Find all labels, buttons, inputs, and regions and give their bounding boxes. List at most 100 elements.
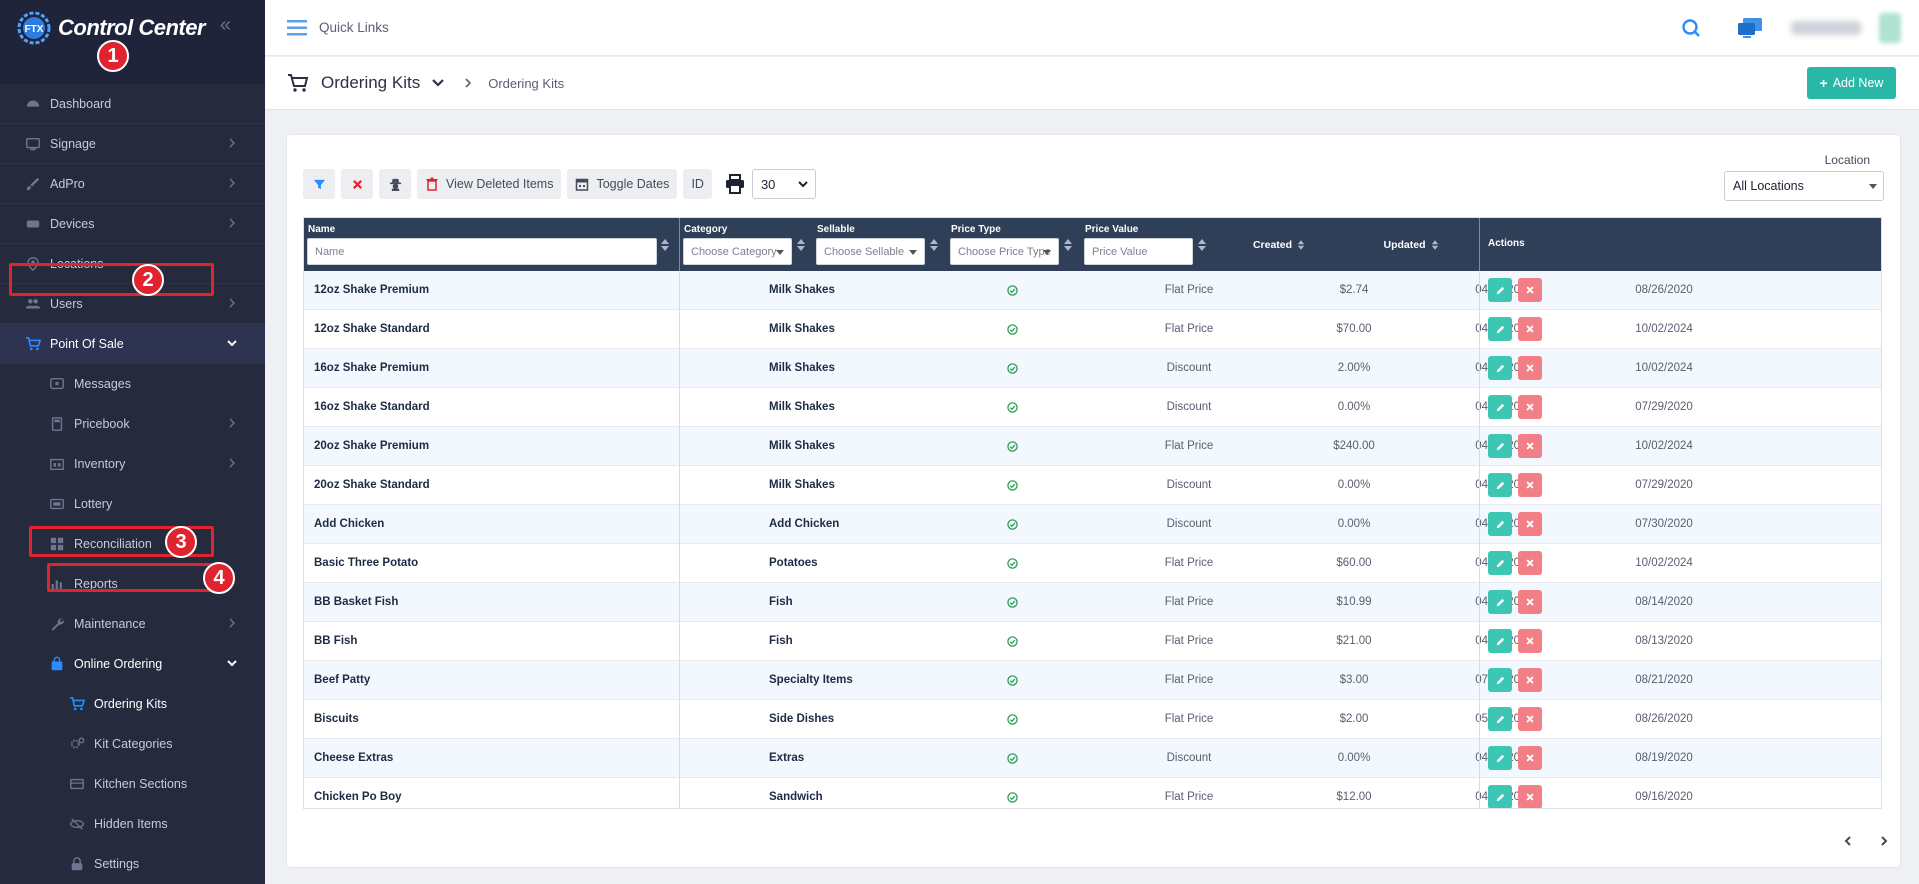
delete-button[interactable] [1518, 395, 1542, 419]
sort-icon[interactable] [660, 238, 670, 252]
sidebar-item-kitchen-sections[interactable]: Kitchen Sections [0, 764, 265, 804]
sort-icon[interactable] [796, 238, 806, 252]
sidebar-item-online-ordering[interactable]: Online Ordering [0, 644, 265, 684]
edit-button[interactable] [1488, 473, 1512, 497]
sort-icon[interactable] [1197, 238, 1207, 252]
cell-name: 16oz Shake Standard [314, 401, 430, 413]
edit-button[interactable] [1488, 785, 1512, 808]
page-size-select[interactable]: 30 [751, 169, 816, 199]
sidebar-item-settings[interactable]: Settings [0, 844, 265, 884]
edit-button[interactable] [1488, 512, 1512, 536]
price-type-filter-select[interactable]: Choose Price Type [950, 238, 1059, 265]
delete-button[interactable] [1518, 278, 1542, 302]
table-row[interactable]: 16oz Shake Premium Milk Shakes Discount 2.0… [304, 349, 1881, 388]
sidebar-item-inventory[interactable]: Inventory [0, 444, 265, 484]
table-row[interactable]: Beef Patty Specialty Items Flat Price $3.00… [304, 661, 1881, 700]
table-row[interactable]: Cheese ExtrasExtrasDiscount0.00%04/22/20… [304, 739, 1881, 778]
edit-button[interactable] [1488, 746, 1512, 770]
delete-button[interactable] [1518, 434, 1542, 458]
table-row[interactable]: 20oz Shake Standard Milk Shakes Discount 0.… [304, 466, 1881, 505]
delete-button[interactable] [1518, 512, 1542, 536]
add-new-button[interactable]: + Add New [1807, 67, 1896, 99]
chevron-right-icon[interactable] [1878, 835, 1890, 847]
delete-button[interactable] [1518, 551, 1542, 575]
brand[interactable]: FTX Control Center « [0, 0, 265, 56]
edit-button[interactable] [1488, 668, 1512, 692]
collapse-sidebar-icon[interactable]: « [219, 14, 231, 36]
table-row[interactable]: 16oz Shake Standard Milk Shakes Discount 0.… [304, 388, 1881, 427]
clear-filters-button[interactable] [341, 169, 373, 199]
print-icon[interactable] [724, 173, 746, 195]
id-button[interactable]: ID [683, 169, 712, 199]
cell-updated: 08/14/2020 [1635, 596, 1693, 608]
edit-button[interactable] [1488, 317, 1512, 341]
toggle-dates-button[interactable]: Toggle Dates [567, 169, 678, 199]
delete-button[interactable] [1518, 707, 1542, 731]
chevron-left-icon[interactable] [1842, 835, 1854, 847]
delete-button[interactable] [1518, 473, 1542, 497]
delete-button[interactable] [1518, 629, 1542, 653]
sidebar-item-devices[interactable]: Devices [0, 204, 265, 244]
sidebar-item-ordering-kits[interactable]: Ordering Kits [0, 684, 265, 724]
menu-icon[interactable] [287, 19, 307, 37]
avatar[interactable] [1879, 13, 1901, 43]
edit-button[interactable] [1488, 551, 1512, 575]
sidebar-item-messages[interactable]: Messages [0, 364, 265, 404]
delete-button[interactable] [1518, 317, 1542, 341]
delete-button[interactable] [1518, 785, 1542, 808]
sidebar-item-dashboard[interactable]: Dashboard [0, 84, 265, 124]
annotation-badge-3: 3 [165, 526, 197, 558]
delete-button[interactable] [1518, 668, 1542, 692]
name-filter-input[interactable]: Name [307, 238, 657, 265]
sidebar-item-point-of-sale[interactable]: Point Of Sale [0, 324, 265, 364]
sidebar-item-reconciliation[interactable]: Reconciliation [0, 524, 265, 564]
view-deleted-button[interactable]: View Deleted Items [417, 169, 562, 199]
message-icon [48, 375, 66, 393]
cell-price-value: $240.00 [1333, 440, 1375, 452]
sidebar-item-hidden-items[interactable]: Hidden Items [0, 804, 265, 844]
quick-links[interactable]: Quick Links [319, 20, 389, 35]
sidebar-item-adpro[interactable]: AdPro [0, 164, 265, 204]
column-updated[interactable]: Updated [1356, 218, 1466, 271]
table-row[interactable]: 12oz Shake Premium Milk Shakes Flat Price $… [304, 271, 1881, 310]
edit-button[interactable] [1488, 707, 1512, 731]
edit-button[interactable] [1488, 434, 1512, 458]
columns-button[interactable] [379, 169, 411, 199]
page-title[interactable]: Ordering Kits [321, 73, 421, 92]
sidebar-item-lottery[interactable]: Lottery [0, 484, 265, 524]
delete-button[interactable] [1518, 590, 1542, 614]
table-row[interactable]: Basic Three Potato Potatoes Flat Price $60.… [304, 544, 1881, 583]
column-created[interactable]: Created [1224, 218, 1334, 271]
sellable-filter-select[interactable]: Choose Sellable [816, 238, 925, 265]
filter-button[interactable] [303, 169, 335, 199]
chevron-down-icon[interactable] [430, 75, 446, 91]
user-name-blurred[interactable] [1791, 21, 1861, 35]
sort-icon[interactable] [929, 238, 939, 252]
sidebar-item-kit-categories[interactable]: Kit Categories [0, 724, 265, 764]
category-filter-placeholder: Choose Category [691, 245, 777, 258]
edit-button[interactable] [1488, 629, 1512, 653]
edit-button[interactable] [1488, 395, 1512, 419]
category-filter-select[interactable]: Choose Category [683, 238, 792, 265]
table-row[interactable]: 20oz Shake Premium Milk Shakes Flat Price $… [304, 427, 1881, 466]
search-icon[interactable] [1681, 18, 1701, 38]
location-select[interactable]: All Locations [1724, 171, 1884, 201]
price-value-filter-input[interactable]: Price Value [1084, 238, 1193, 265]
edit-button[interactable] [1488, 278, 1512, 302]
sidebar-item-maintenance[interactable]: Maintenance [0, 604, 265, 644]
table-row[interactable]: 12oz Shake Standard Milk Shakes Flat Price… [304, 310, 1881, 349]
edit-button[interactable] [1488, 356, 1512, 380]
sidebar-item-users[interactable]: Users [0, 284, 265, 324]
edit-button[interactable] [1488, 590, 1512, 614]
sidebar-item-pricebook[interactable]: Pricebook [0, 404, 265, 444]
sidebar-item-signage[interactable]: Signage [0, 124, 265, 164]
delete-button[interactable] [1518, 356, 1542, 380]
monitor-icon[interactable] [1737, 17, 1763, 39]
delete-button[interactable] [1518, 746, 1542, 770]
sort-icon[interactable] [1063, 238, 1073, 252]
